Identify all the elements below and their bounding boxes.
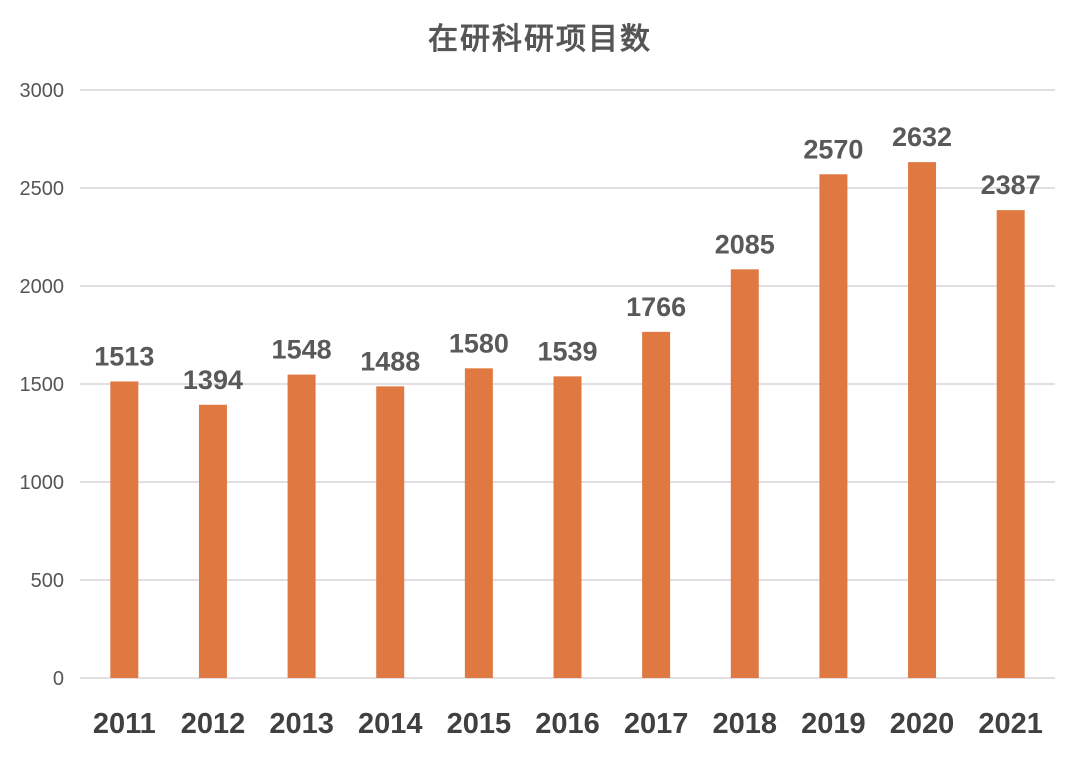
x-category-label: 2016: [535, 708, 600, 740]
data-label: 2085: [715, 229, 775, 259]
x-category-label: 2011: [93, 708, 156, 740]
data-label: 1548: [272, 335, 332, 365]
bar-2018: [730, 269, 759, 678]
bar-2013: [287, 374, 316, 678]
x-category-label: 2015: [447, 708, 512, 740]
x-axis: 2011 2012 2013 2014 2015 2016 2017 2018 2019 2020…: [93, 708, 1043, 740]
y-tick-label: 2500: [20, 178, 65, 200]
bar-2014: [376, 386, 405, 678]
data-label: 2570: [803, 134, 863, 164]
bar-2015: [464, 368, 493, 678]
data-label: 1580: [449, 328, 509, 358]
bar-2016: [553, 376, 582, 678]
x-category-label: 2013: [269, 708, 334, 740]
y-tick-label: 1500: [20, 374, 65, 396]
x-category-label: 2019: [801, 708, 866, 740]
data-labels: 1513 1394 1548 1488 1580 1539 1766 2085 2570 2632…: [94, 122, 1040, 395]
data-label: 1488: [360, 346, 420, 376]
y-tick-label: 500: [31, 570, 64, 592]
bar-2017: [642, 331, 671, 678]
y-axis: 0 500 1000 1500 2000 2500 3000: [20, 80, 65, 690]
y-tick-label: 1000: [20, 472, 65, 494]
bar-2011: [110, 381, 139, 678]
bar-2021: [996, 210, 1025, 678]
bar-2012: [198, 404, 227, 678]
x-category-label: 2012: [181, 708, 246, 740]
data-label: 1766: [626, 292, 686, 322]
data-label: 1539: [537, 336, 597, 366]
y-tick-label: 0: [53, 668, 64, 690]
x-category-label: 2017: [624, 708, 689, 740]
chart-title: 在研科研项目数: [428, 22, 652, 57]
bars: [110, 162, 1025, 679]
data-label: 1394: [183, 365, 243, 395]
bar-2020: [908, 162, 937, 679]
bar-2019: [819, 174, 848, 678]
y-tick-label: 3000: [20, 80, 65, 102]
x-category-label: 2021: [978, 708, 1043, 740]
data-label: 2387: [981, 170, 1041, 200]
y-tick-label: 2000: [20, 276, 65, 298]
x-category-label: 2014: [358, 708, 423, 740]
data-label: 1513: [94, 341, 154, 371]
x-category-label: 2020: [890, 708, 955, 740]
x-category-label: 2018: [713, 708, 778, 740]
data-label: 2632: [892, 122, 952, 152]
